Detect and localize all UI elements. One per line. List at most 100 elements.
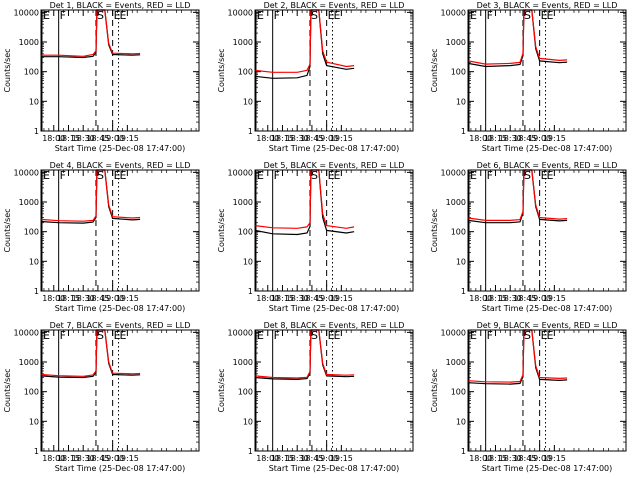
event-marker-label: E xyxy=(547,329,554,342)
chart-panel-3: Det 3, BLACK = Events, RED = LLD Counts/s… xyxy=(430,1,627,153)
event-marker-label: E xyxy=(43,169,50,182)
event-marker-label: E xyxy=(334,329,341,342)
chart-title: Det 6, BLACK = Events, RED = LLD xyxy=(477,161,618,170)
x-tick-label: 19:00 xyxy=(315,294,338,303)
x-tick-label: 18:30 xyxy=(499,134,522,143)
y-tick-label: 1 xyxy=(248,287,253,296)
chart-panel-8: Det 8, BLACK = Events, RED = LLD Counts/s… xyxy=(217,321,414,473)
event-marker-label: E xyxy=(470,9,477,22)
event-marker-label: F xyxy=(487,329,493,342)
x-tick-label: 18:00 xyxy=(469,134,492,143)
x-tick-label: 18:00 xyxy=(469,454,492,463)
event-marker-label: S xyxy=(311,9,318,22)
event-marker-label: E xyxy=(114,329,121,342)
y-tick-label: 10000 xyxy=(14,8,39,17)
event-marker-label: E xyxy=(541,9,548,22)
chart-title: Det 4, BLACK = Events, RED = LLD xyxy=(50,161,191,170)
x-tick-label: 19:15 xyxy=(543,454,566,463)
x-tick-label: 19:00 xyxy=(315,134,338,143)
event-marker-label: E xyxy=(547,9,554,22)
x-tick-label: 19:15 xyxy=(116,294,139,303)
x-tick-label: 19:15 xyxy=(543,294,566,303)
y-tick-label: 100 xyxy=(238,68,253,77)
x-tick-label: 19:15 xyxy=(116,134,139,143)
x-tick-label: 18:45 xyxy=(300,454,323,463)
x-axis-label: Start Time (25-Dec-08 17:47:00) xyxy=(269,144,400,153)
y-tick-label: 10 xyxy=(456,257,466,266)
event-marker-label: S xyxy=(97,9,104,22)
y-tick-label: 10000 xyxy=(441,8,466,17)
chart-panel-1: Det 1, BLACK = Events, RED = LLD Counts/s… xyxy=(3,1,200,153)
plot-frame xyxy=(254,169,414,292)
x-tick-label: 18:30 xyxy=(286,134,309,143)
event-marker-label: F xyxy=(274,9,280,22)
plot-frame xyxy=(40,169,200,292)
x-tick-label: 18:30 xyxy=(286,294,309,303)
event-marker-label: E xyxy=(541,169,548,182)
event-marker-label: S xyxy=(524,329,531,342)
chart-title: Det 3, BLACK = Events, RED = LLD xyxy=(477,1,618,10)
x-axis-label: Start Time (25-Dec-08 17:47:00) xyxy=(269,464,400,473)
y-tick-label: 1000 xyxy=(446,38,466,47)
x-axis-label: Start Time (25-Dec-08 17:47:00) xyxy=(482,464,613,473)
event-marker-label: S xyxy=(524,9,531,22)
y-tick-label: 100 xyxy=(451,388,466,397)
x-tick-label: 18:15 xyxy=(271,134,294,143)
event-marker-label: E xyxy=(328,9,335,22)
event-marker-label: E xyxy=(114,169,121,182)
event-marker-label: E xyxy=(114,9,121,22)
y-tick-label: 10000 xyxy=(228,8,253,17)
x-axis-label: Start Time (25-Dec-08 17:47:00) xyxy=(55,464,186,473)
event-marker-label: F xyxy=(487,169,493,182)
event-marker-label: E xyxy=(43,329,50,342)
event-marker-label: E xyxy=(547,169,554,182)
x-tick-label: 18:30 xyxy=(499,454,522,463)
event-marker-label: E xyxy=(120,169,127,182)
chart-panel-5: Det 5, BLACK = Events, RED = LLD Counts/s… xyxy=(217,161,414,313)
plot-frame xyxy=(467,9,627,132)
y-tick-label: 1000 xyxy=(19,198,39,207)
event-marker-label: E xyxy=(328,169,335,182)
event-marker-label: E xyxy=(120,329,127,342)
x-tick-label: 18:30 xyxy=(499,294,522,303)
y-tick-label: 1000 xyxy=(19,358,39,367)
y-tick-label: 1 xyxy=(34,287,39,296)
y-tick-label: 10 xyxy=(456,417,466,426)
event-marker-label: E xyxy=(334,169,341,182)
y-tick-label: 1000 xyxy=(233,198,253,207)
y-tick-label: 10 xyxy=(29,257,39,266)
x-axis-label: Start Time (25-Dec-08 17:47:00) xyxy=(269,304,400,313)
y-axis-label: Counts/sec xyxy=(430,208,439,252)
x-tick-label: 18:15 xyxy=(57,454,80,463)
event-marker-label: E xyxy=(257,329,264,342)
x-tick-label: 18:45 xyxy=(513,134,536,143)
y-tick-label: 100 xyxy=(238,388,253,397)
event-marker-label: S xyxy=(311,329,318,342)
x-tick-label: 19:15 xyxy=(116,454,139,463)
event-marker-label: F xyxy=(274,169,280,182)
x-tick-label: 18:15 xyxy=(484,294,507,303)
y-axis-label: Counts/sec xyxy=(217,48,226,92)
y-tick-label: 100 xyxy=(24,388,39,397)
plot-frame xyxy=(40,329,200,452)
event-marker-label: F xyxy=(60,9,66,22)
y-tick-label: 10 xyxy=(243,97,253,106)
x-tick-label: 18:00 xyxy=(469,294,492,303)
x-tick-label: 18:45 xyxy=(86,134,109,143)
event-marker-label: E xyxy=(470,169,477,182)
plot-frame xyxy=(467,329,627,452)
y-tick-label: 1 xyxy=(461,447,466,456)
y-tick-label: 10 xyxy=(29,97,39,106)
x-tick-label: 19:15 xyxy=(543,134,566,143)
y-tick-label: 1 xyxy=(248,447,253,456)
x-tick-label: 18:15 xyxy=(57,134,80,143)
y-tick-label: 10000 xyxy=(228,168,253,177)
x-tick-label: 18:00 xyxy=(256,454,279,463)
x-tick-label: 19:00 xyxy=(528,294,551,303)
y-tick-label: 10 xyxy=(456,97,466,106)
x-tick-label: 18:15 xyxy=(484,454,507,463)
x-tick-label: 18:30 xyxy=(286,454,309,463)
x-tick-label: 19:15 xyxy=(330,454,353,463)
y-tick-label: 100 xyxy=(451,68,466,77)
